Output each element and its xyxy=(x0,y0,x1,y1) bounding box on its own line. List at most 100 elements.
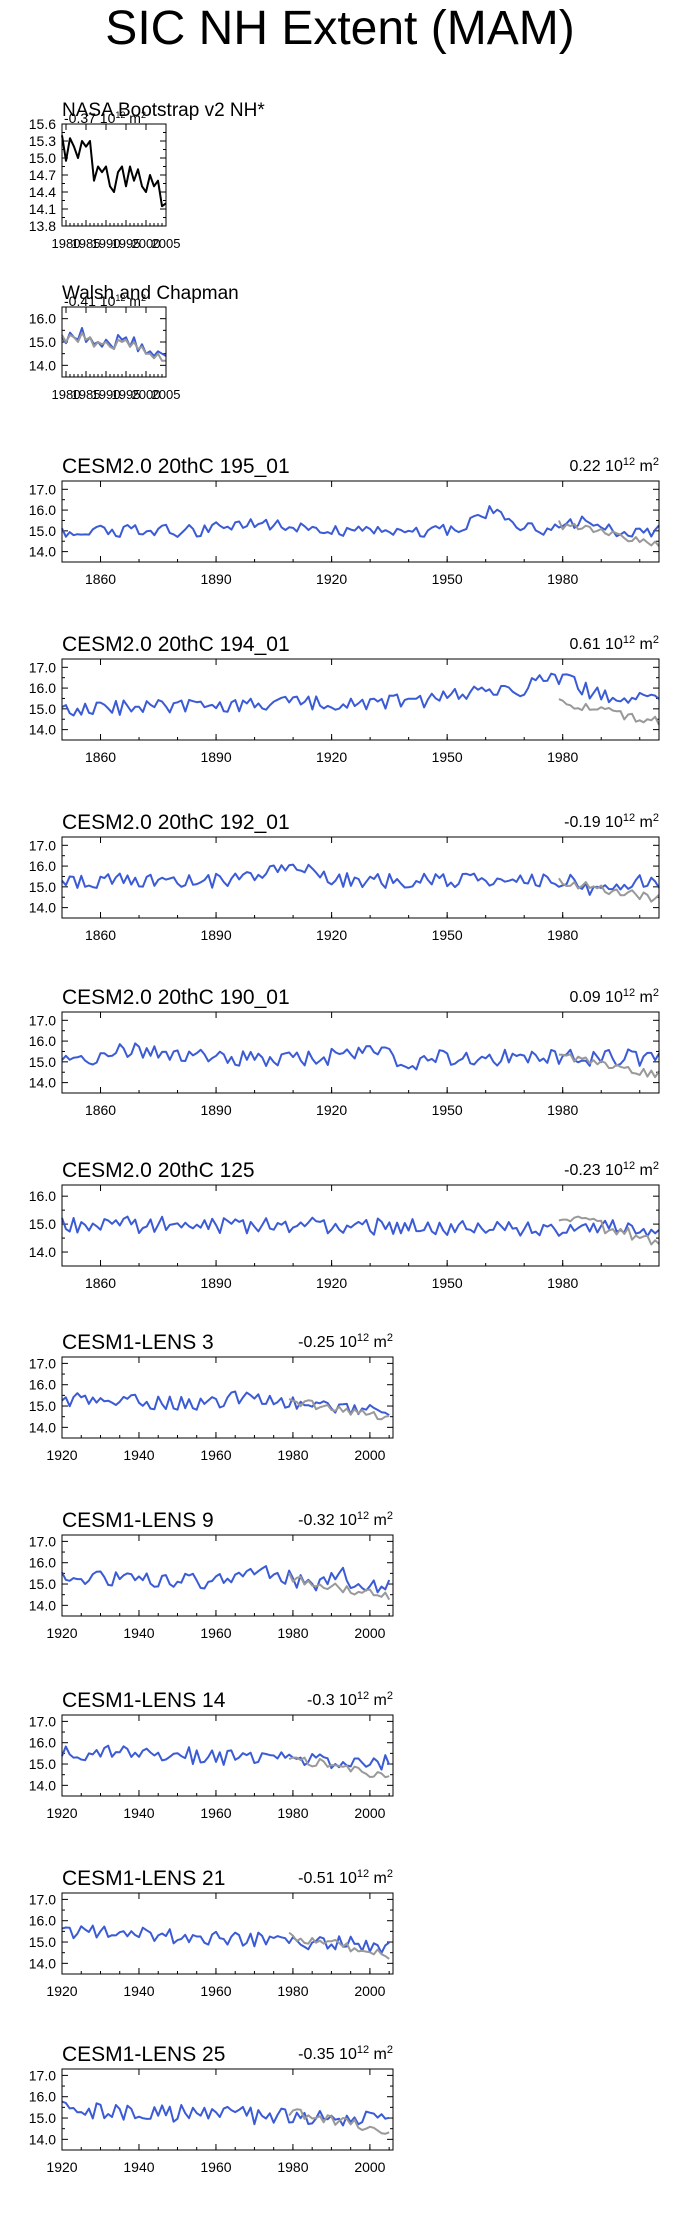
x-tick-label: 1960 xyxy=(200,2159,231,2175)
series-line-observations xyxy=(288,1398,390,1421)
chart-panel-walsh: Walsh and Chapman-0.41 1012 m2 14.0 15.0 16… xyxy=(29,283,239,402)
chart-title: CESM2.0 20thC 194_01 xyxy=(62,633,290,656)
y-tick-label: 17.0 xyxy=(29,659,56,675)
chart-panel-l25: CESM1-LENS 25 -0.35 1012 m2 14.0 15.0 16.0 17… xyxy=(29,2043,394,2175)
chart-title: CESM1-LENS 9 xyxy=(62,1509,214,1532)
y-tick-label: 17.0 xyxy=(29,2067,56,2083)
y-tick-label: 14.1 xyxy=(29,201,56,217)
x-tick-label: 1920 xyxy=(46,2159,77,2175)
x-tick-label: 1980 xyxy=(277,1805,308,1821)
y-tick-label: 16.0 xyxy=(29,858,56,874)
x-tick-label: 1995 xyxy=(112,236,141,251)
y-tick-label: 16.0 xyxy=(29,1735,56,1751)
chart-title: CESM1-LENS 14 xyxy=(62,1689,226,1712)
x-tick-label: 1860 xyxy=(85,1275,116,1291)
y-tick-label: 14.0 xyxy=(29,900,56,916)
x-tick-label: 1950 xyxy=(432,927,463,943)
x-tick-label: 1980 xyxy=(52,236,81,251)
x-tick-label: 1985 xyxy=(72,236,101,251)
chart-title: CESM2.0 20thC 125 xyxy=(62,1159,255,1182)
x-tick-label: 1890 xyxy=(200,927,231,943)
y-tick-label: 14.4 xyxy=(29,184,56,200)
series-line-model xyxy=(61,672,660,717)
y-tick-label: 17.0 xyxy=(29,1012,56,1028)
page-title: SIC NH Extent (MAM) xyxy=(105,2,575,55)
chart-panel-c195: CESM2.0 20thC 195_01 0.22 1012 m2 14.0 15.0… xyxy=(29,455,660,587)
y-tick-label: 14.0 xyxy=(29,722,56,738)
series-line-model xyxy=(61,1215,660,1238)
x-tick-label: 1990 xyxy=(92,236,121,251)
plot-frame xyxy=(61,1011,660,1094)
trend-label: -0.37 1012 m2 xyxy=(64,110,146,126)
trend-label: -0.41 1012 m2 xyxy=(64,293,146,309)
x-tick-label: 1980 xyxy=(277,1447,308,1463)
x-tick-label: 1980 xyxy=(547,571,578,587)
x-tick-label: 2000 xyxy=(354,2159,385,2175)
plot-frame xyxy=(61,123,167,227)
y-tick-label: 15.0 xyxy=(29,1756,56,1772)
chart-title: NASA Bootstrap v2 NH* xyxy=(62,100,265,121)
series-line-model xyxy=(61,505,660,538)
trend-label: -0.25 1012 m2 xyxy=(298,1332,393,1351)
x-tick-label: 1860 xyxy=(85,1102,116,1118)
series-line-model xyxy=(61,1390,390,1417)
x-tick-label: 1960 xyxy=(200,1983,231,1999)
y-tick-label: 15.6 xyxy=(29,116,56,132)
plot-frame xyxy=(61,1184,660,1267)
y-tick-label: 15.0 xyxy=(29,334,56,350)
x-tick-label: 1920 xyxy=(46,1625,77,1641)
x-tick-label: 1860 xyxy=(85,749,116,765)
y-tick-label: 15.0 xyxy=(29,1398,56,1414)
y-tick-label: 15.0 xyxy=(29,1216,56,1232)
plot-frame xyxy=(61,658,660,741)
plot-frame xyxy=(61,1892,394,1975)
x-tick-label: 1920 xyxy=(316,1275,347,1291)
y-tick-label: 14.0 xyxy=(29,2131,56,2147)
y-tick-label: 14.0 xyxy=(29,1597,56,1613)
y-tick-label: 14.0 xyxy=(29,544,56,560)
x-tick-label: 1940 xyxy=(123,1805,154,1821)
trend-label: -0.51 1012 m2 xyxy=(298,1868,393,1887)
y-tick-label: 14.0 xyxy=(29,1419,56,1435)
x-tick-label: 1960 xyxy=(200,1447,231,1463)
x-tick-label: 1940 xyxy=(123,2159,154,2175)
trend-label: -0.19 1012 m2 xyxy=(564,812,659,831)
trend-label: 0.22 1012 m2 xyxy=(569,456,659,475)
series-line-observations xyxy=(288,2108,390,2135)
series-line-model xyxy=(61,1565,391,1594)
chart-title: Walsh and Chapman xyxy=(62,283,239,304)
x-tick-label: 1980 xyxy=(547,749,578,765)
plot-frame xyxy=(61,1356,394,1439)
plot-frame xyxy=(61,836,660,919)
x-tick-label: 1940 xyxy=(123,1447,154,1463)
x-tick-label: 1890 xyxy=(200,1275,231,1291)
y-tick-label: 15.0 xyxy=(29,150,56,166)
x-tick-label: 1920 xyxy=(46,1805,77,1821)
trend-label: -0.3 1012 m2 xyxy=(307,1690,393,1709)
y-tick-label: 17.0 xyxy=(29,837,56,853)
x-tick-label: 1980 xyxy=(277,1625,308,1641)
series-line-model xyxy=(61,135,167,208)
series-line-observations xyxy=(288,1756,390,1779)
x-tick-label: 1890 xyxy=(200,749,231,765)
chart-title: CESM1-LENS 3 xyxy=(62,1331,214,1354)
x-tick-label: 1995 xyxy=(112,387,141,402)
y-tick-label: 17.0 xyxy=(29,1713,56,1729)
y-tick-label: 16.0 xyxy=(29,502,56,518)
x-tick-label: 2000 xyxy=(354,1983,385,1999)
series-line-observations xyxy=(558,877,660,903)
y-tick-label: 13.8 xyxy=(29,218,56,234)
x-tick-label: 1890 xyxy=(200,571,231,587)
plot-frame xyxy=(61,2068,394,2151)
trend-label: 0.09 1012 m2 xyxy=(569,987,659,1006)
trend-label: 0.61 1012 m2 xyxy=(569,634,659,653)
x-tick-label: 1980 xyxy=(277,1983,308,1999)
x-tick-label: 1950 xyxy=(432,571,463,587)
x-tick-label: 1960 xyxy=(200,1625,231,1641)
chart-panel-c194: CESM2.0 20thC 194_01 0.61 1012 m2 14.0 15.0… xyxy=(29,633,660,765)
x-tick-label: 1980 xyxy=(547,927,578,943)
plot-frame xyxy=(61,480,660,563)
y-tick-label: 16.0 xyxy=(29,680,56,696)
y-tick-label: 14.7 xyxy=(29,167,56,183)
